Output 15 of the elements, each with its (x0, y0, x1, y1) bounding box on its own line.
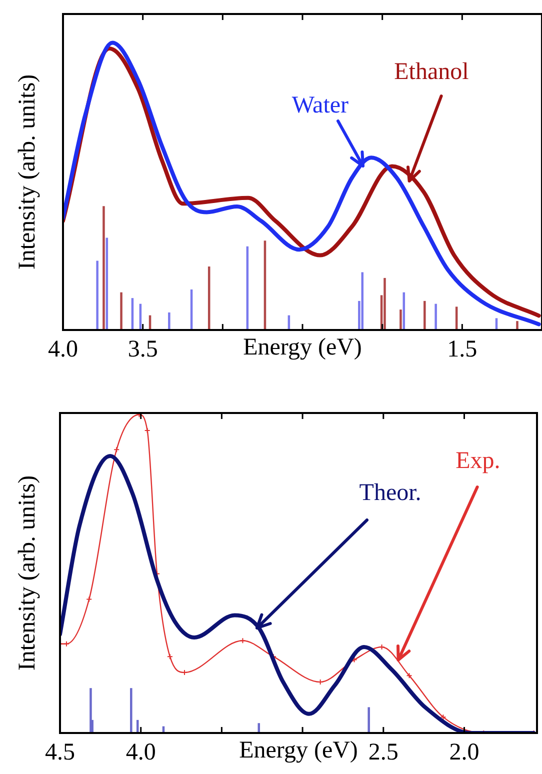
annotation: Ethanol (394, 58, 470, 85)
x-tick-label: 1.5 (447, 336, 478, 363)
x-axis-title: Energy (eV) (243, 334, 362, 360)
x-axis-title: Energy (eV) (239, 737, 358, 764)
annotation: Water (292, 92, 349, 119)
x-tick-label: 4.5 (45, 740, 75, 766)
x-tick-label: 2.0 (449, 740, 480, 766)
annotation: Exp. (456, 448, 500, 474)
x-tick-label: 3.5 (128, 336, 158, 363)
annotation: Theor. (359, 480, 422, 506)
x-tick-label: 4.0 (48, 336, 78, 363)
x-tick-label: 2.5 (368, 740, 398, 766)
y-axis-title: Intensity (arb. units) (14, 74, 40, 270)
x-tick-label: 4.0 (126, 740, 156, 766)
y-axis-title: Intensity (arb. units) (14, 475, 40, 671)
